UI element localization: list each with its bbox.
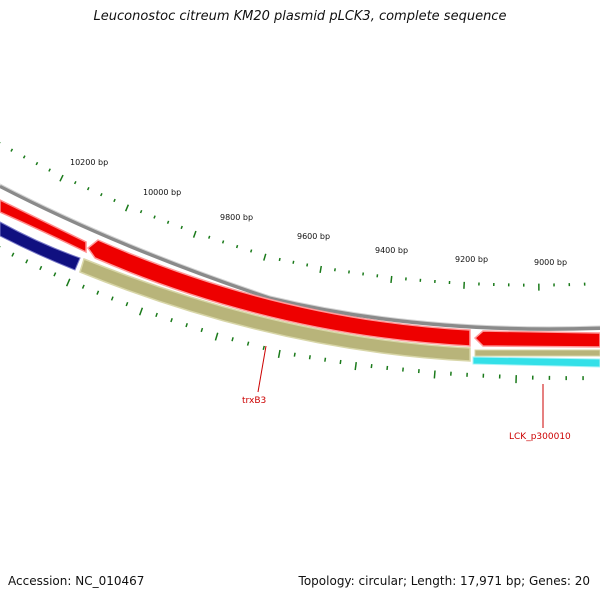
outer-scale-tick (86, 187, 90, 191)
outer-scale-tick (319, 265, 323, 274)
forward-gene-right[interactable] (473, 330, 600, 348)
position-label-9600: 9600 bp (297, 232, 330, 241)
inner-scale-tick (155, 312, 158, 318)
outer-scale-tick (139, 209, 143, 214)
inner-scale-tick (293, 352, 296, 357)
reverse-gene-dark[interactable] (0, 221, 81, 271)
outer-scale-tick (48, 168, 51, 172)
position-label-9400: 9400 bp (375, 246, 408, 255)
outer-scale-tick (292, 260, 295, 264)
outer-scale-tick (306, 263, 309, 267)
outer-scale-tick (59, 174, 64, 182)
inner-scale-tick (110, 296, 114, 301)
trxB3-leader (257, 345, 267, 393)
inner-scale-tick (53, 272, 57, 277)
outer-scale-tick (263, 253, 267, 261)
position-label-9800: 9800 bp (220, 213, 253, 222)
outer-scale-tick (390, 275, 393, 284)
outer-scale-tick (10, 148, 14, 152)
outer-scale-tick (250, 249, 253, 253)
inner-scale-tick (125, 301, 129, 307)
reverse-gene-trxB3[interactable] (79, 257, 471, 362)
inner-scale-tick (170, 317, 173, 323)
inner-scale-ticks (0, 246, 584, 384)
outer-scale-ticks (0, 142, 586, 291)
accession-text: Accession: NC_010467 (8, 574, 145, 588)
outer-scale-tick (180, 225, 183, 230)
backbone-arc (0, 184, 600, 331)
position-label-9200: 9200 bp (455, 255, 488, 264)
inner-scale-tick (433, 370, 436, 379)
feature-LCK-p300010[interactable] (472, 356, 600, 368)
position-label-10200: 10200 bp (70, 158, 108, 167)
outer-scale-tick (153, 215, 156, 219)
inner-scale-tick (231, 337, 234, 342)
outer-scale-tick (100, 192, 103, 197)
inner-scale-tick (339, 359, 342, 365)
outer-scale-tick (235, 244, 239, 249)
inner-scale-tick (39, 265, 43, 271)
inner-scale-tick (81, 284, 85, 289)
inner-scale-tick (308, 355, 311, 360)
gene-label-trxB3[interactable]: trxB3 (242, 396, 266, 406)
outer-scale-tick (192, 230, 197, 238)
forward-gene-left[interactable] (0, 199, 87, 254)
inner-scale-tick (25, 259, 29, 264)
position-label-10000: 10000 bp (143, 188, 181, 197)
inner-scale-tick (65, 278, 71, 287)
inner-scale-tick (96, 290, 100, 295)
inner-scale-tick (200, 327, 204, 333)
outer-scale-tick (166, 220, 170, 224)
inner-scale-tick (324, 357, 327, 362)
outer-scale-tick (113, 198, 116, 203)
topology-summary: Topology: circular; Length: 17,971 bp; G… (298, 574, 590, 588)
inner-scale-tick (246, 341, 250, 346)
map-title: Leuconostoc citreum KM20 plasmid pLCK3, … (93, 9, 507, 24)
inner-scale-tick (262, 345, 265, 350)
gene-label-LCK-p300010[interactable]: LCK_p300010 (509, 432, 571, 442)
forward-gene-trxB3-region[interactable] (86, 239, 471, 347)
outer-scale-tick (221, 240, 225, 244)
inner-scale-tick (185, 322, 188, 328)
inner-scale-tick (354, 362, 357, 371)
inner-scale-tick (11, 252, 15, 257)
position-label-9000: 9000 bp (534, 258, 567, 267)
outer-scale-tick (35, 161, 39, 166)
reverse-gene-right[interactable] (474, 349, 600, 357)
inner-scale-tick (138, 307, 144, 316)
outer-scale-tick (124, 204, 130, 212)
outer-scale-tick (278, 257, 281, 262)
inner-scale-tick (214, 332, 219, 341)
inner-scale-tick (277, 349, 281, 359)
outer-scale-tick (208, 235, 211, 239)
outer-scale-tick (22, 155, 26, 159)
outer-scale-tick (73, 180, 77, 185)
